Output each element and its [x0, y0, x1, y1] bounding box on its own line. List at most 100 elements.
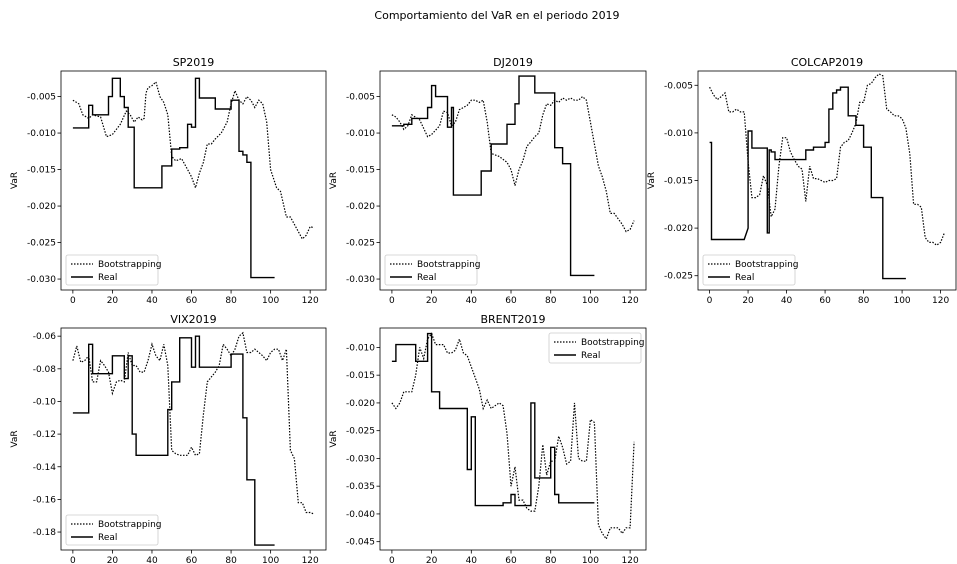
y-tick-label: -0.025 — [27, 239, 56, 249]
y-tick-label: -0.025 — [346, 239, 375, 249]
chart-title: DJ2019 — [493, 56, 533, 69]
y-axis-label: VaR — [10, 172, 20, 189]
plot-frame — [379, 70, 647, 291]
legend-label: Bootstrapping — [581, 338, 645, 348]
x-tick-label: 80 — [858, 296, 870, 306]
legend-label: Bootstrapping — [417, 260, 481, 270]
y-tick-label: -0.030 — [346, 275, 375, 285]
x-tick-label: 20 — [107, 556, 119, 564]
x-tick-label: 100 — [893, 296, 910, 306]
x-tick-label: 20 — [426, 556, 438, 564]
y-tick-label: -0.18 — [33, 528, 57, 538]
x-tick-label: 80 — [225, 556, 237, 564]
legend-label: Real — [417, 273, 436, 283]
y-tick-label: -0.010 — [346, 129, 375, 139]
legend: Bootstrapping Real — [548, 332, 645, 364]
plot-frame — [60, 70, 327, 291]
x-tick-label: 20 — [426, 296, 438, 306]
x-tick-label: 80 — [545, 556, 557, 564]
series-line-bootstrapping — [391, 332, 635, 541]
y-tick-label: -0.005 — [664, 81, 693, 91]
x-tick-label: 40 — [146, 296, 158, 306]
y-tick-label: -0.020 — [27, 202, 56, 212]
x-tick-label: 120 — [302, 556, 319, 564]
x-tick-label: 40 — [146, 556, 158, 564]
legend-label: Real — [581, 351, 600, 361]
legend-label: Bootstrapping — [98, 520, 162, 530]
y-tick-label: -0.14 — [33, 463, 57, 473]
x-tick-label: 0 — [70, 556, 76, 564]
y-tick-label: -0.005 — [346, 93, 375, 103]
x-tick-label: 120 — [932, 296, 949, 306]
x-tick-label: 80 — [545, 296, 557, 306]
y-tick-label: -0.015 — [346, 371, 375, 381]
x-tick-label: 20 — [742, 296, 754, 306]
chart-title: COLCAP2019 — [791, 56, 863, 69]
x-tick-label: 0 — [707, 296, 713, 306]
x-tick-label: 0 — [389, 296, 395, 306]
y-tick-label: -0.06 — [33, 332, 57, 342]
chart-0: SP2019 0 20 40 60 80 100 120 -0.030 -0.025 -0.020 -… — [10, 56, 327, 306]
y-tick-label: -0.045 — [346, 538, 375, 548]
chart-2: COLCAP2019 0 20 40 60 80 100 120 -0.025 -0.020 -0.… — [647, 56, 957, 306]
legend: Bootstrapping Real — [65, 254, 162, 286]
x-tick-label: 0 — [389, 556, 395, 564]
legend-label: Real — [98, 273, 117, 283]
y-tick-label: -0.005 — [27, 93, 56, 103]
series-line-bootstrapping — [709, 73, 945, 246]
x-tick-label: 0 — [70, 296, 76, 306]
y-tick-label: -0.010 — [664, 129, 693, 139]
chart-title: VIX2019 — [170, 313, 216, 326]
y-tick-label: -0.10 — [33, 397, 57, 407]
x-tick-label: 60 — [505, 556, 517, 564]
y-axis-label: VaR — [647, 172, 657, 189]
chart-1: DJ2019 0 20 40 60 80 100 120 -0.030 -0.025 -0.020 -… — [329, 56, 647, 306]
plot-frame — [60, 327, 327, 551]
figure-title: Comportamiento del VaR en el periodo 201… — [374, 9, 619, 22]
y-tick-label: -0.020 — [346, 399, 375, 409]
y-tick-label: -0.16 — [33, 495, 57, 505]
y-tick-label: -0.020 — [346, 202, 375, 212]
series-line-real — [72, 335, 275, 546]
y-axis-label: VaR — [10, 430, 20, 447]
x-tick-label: 40 — [781, 296, 793, 306]
x-tick-label: 100 — [582, 556, 599, 564]
y-tick-label: -0.015 — [27, 166, 56, 176]
legend-label: Bootstrapping — [735, 260, 799, 270]
chart-3: VIX2019 0 20 40 60 80 100 120 -0.18 -0.16 -0.14 -0.… — [10, 313, 327, 564]
y-tick-label: -0.030 — [27, 275, 56, 285]
y-tick-label: -0.12 — [33, 430, 56, 440]
x-tick-label: 120 — [622, 296, 639, 306]
x-tick-label: 20 — [107, 296, 119, 306]
legend-label: Real — [98, 533, 117, 543]
charts-container: SP2019 0 20 40 60 80 100 120 -0.030 -0.025 -0.020 -… — [10, 56, 957, 564]
legend-label: Bootstrapping — [98, 260, 162, 270]
x-tick-label: 100 — [582, 296, 599, 306]
legend: Bootstrapping Real — [65, 514, 162, 546]
series-line-real — [72, 77, 275, 279]
y-tick-label: -0.015 — [346, 166, 375, 176]
chart-title: BRENT2019 — [480, 313, 545, 326]
legend: Bootstrapping Real — [384, 254, 481, 286]
x-tick-label: 60 — [505, 296, 517, 306]
x-tick-label: 120 — [622, 556, 639, 564]
y-tick-label: -0.025 — [664, 272, 693, 282]
series-line-bootstrapping — [391, 95, 635, 233]
y-tick-label: -0.010 — [27, 129, 56, 139]
chart-4: BRENT2019 0 20 40 60 80 100 120 -0.045 -0.040 -0.0… — [329, 313, 647, 564]
series-line-real — [391, 332, 595, 507]
legend-label: Real — [735, 273, 754, 283]
y-tick-label: -0.015 — [664, 177, 693, 187]
x-tick-label: 120 — [302, 296, 319, 306]
x-tick-label: 40 — [466, 296, 478, 306]
plot-frame — [379, 327, 647, 551]
y-tick-label: -0.010 — [346, 343, 375, 353]
series-line-bootstrapping — [72, 80, 315, 240]
chart-title: SP2019 — [173, 56, 215, 69]
y-tick-label: -0.040 — [346, 510, 375, 520]
y-tick-label: -0.020 — [664, 224, 693, 234]
x-tick-label: 60 — [186, 296, 198, 306]
y-tick-label: -0.08 — [33, 365, 57, 375]
legend: Bootstrapping Real — [702, 254, 799, 286]
